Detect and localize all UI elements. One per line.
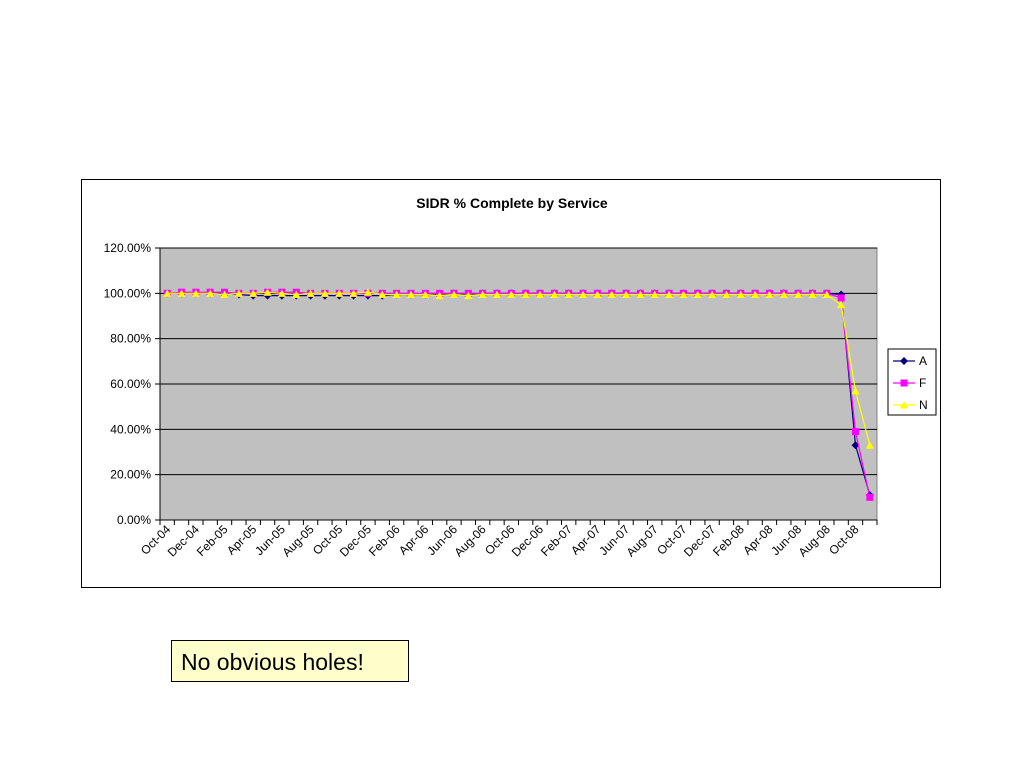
data-point	[851, 386, 860, 395]
x-tick-label: Feb-07	[538, 522, 575, 559]
data-point	[822, 290, 831, 298]
data-point	[263, 288, 272, 296]
data-point	[406, 290, 415, 298]
legend-label: F	[919, 376, 926, 390]
x-tick-label: Apr-05	[224, 522, 260, 558]
data-point	[421, 290, 430, 298]
data-point	[306, 289, 315, 297]
data-point	[478, 290, 487, 298]
x-tick-label: Dec-06	[509, 522, 546, 559]
data-point	[292, 290, 301, 298]
x-tick-label: Feb-05	[194, 522, 231, 559]
data-point	[320, 289, 329, 297]
data-point	[900, 357, 908, 365]
data-point	[363, 288, 372, 296]
data-point	[636, 290, 645, 298]
data-point	[722, 290, 731, 298]
data-point	[191, 289, 200, 297]
x-tick-label: Apr-06	[396, 522, 432, 558]
data-point	[751, 290, 760, 298]
x-tick-label: Dec-04	[165, 522, 202, 559]
data-point	[234, 289, 243, 297]
data-point	[837, 300, 846, 309]
data-point	[900, 401, 908, 409]
data-point	[492, 290, 501, 298]
legend-item-N: N	[893, 398, 928, 412]
data-point	[765, 290, 774, 298]
x-tick-label: Apr-08	[740, 522, 776, 558]
data-point	[665, 290, 674, 298]
data-point	[277, 289, 286, 297]
data-point	[550, 290, 559, 298]
data-point	[464, 291, 473, 300]
data-point	[349, 289, 358, 297]
data-point	[536, 290, 545, 298]
legend-label: A	[919, 354, 927, 368]
callout-text: No obvious holes!	[181, 649, 364, 675]
data-point	[593, 290, 602, 298]
x-tick-label: Aug-07	[624, 522, 661, 559]
series-lines	[163, 288, 874, 501]
data-point	[650, 290, 659, 298]
data-point	[837, 294, 845, 302]
data-point	[622, 290, 631, 298]
data-point	[579, 290, 588, 298]
chart-title: SIDR % Complete by Service	[416, 195, 608, 211]
x-tick-label: Aug-06	[452, 522, 489, 559]
y-tick-label: 0.00%	[117, 513, 151, 527]
data-point	[679, 290, 688, 298]
x-tick-label: Dec-05	[337, 522, 374, 559]
legend: AFN	[887, 348, 937, 416]
callout-box: No obvious holes!	[171, 640, 409, 682]
data-point	[900, 379, 908, 387]
data-point	[507, 290, 516, 298]
data-point	[708, 290, 717, 298]
chart-container: SIDR % Complete by Service 0.00% 20.00% 40…	[81, 179, 941, 588]
data-point	[607, 290, 616, 298]
x-tick-label: Dec-07	[681, 522, 718, 559]
data-point	[435, 291, 444, 300]
y-tick-label: 20.00%	[110, 468, 151, 482]
data-point	[206, 289, 215, 297]
legend-label: N	[919, 398, 928, 412]
legend-item-F: F	[893, 376, 926, 390]
x-tick-label: Oct-08	[826, 522, 862, 558]
data-point	[449, 290, 458, 298]
line-chart: SIDR % Complete by Service 0.00% 20.00% 40…	[104, 195, 937, 559]
y-tick-label: 80.00%	[110, 332, 151, 346]
y-tick-label: 120.00%	[104, 241, 152, 255]
data-point	[177, 289, 186, 297]
data-point	[808, 290, 817, 298]
x-tick-label: Feb-08	[710, 522, 747, 559]
data-point	[378, 290, 387, 298]
legend-item-A: A	[893, 354, 927, 368]
data-point	[564, 290, 573, 298]
series-N	[163, 288, 874, 449]
y-tick-label: 40.00%	[110, 422, 151, 436]
y-tick-label: 60.00%	[110, 377, 151, 391]
data-point	[220, 290, 229, 298]
data-point	[521, 290, 530, 298]
x-tick-label: Aug-08	[796, 522, 833, 559]
data-point	[779, 290, 788, 298]
data-point	[249, 289, 258, 297]
data-point	[794, 290, 803, 298]
legend-box	[887, 348, 937, 416]
data-point	[392, 290, 401, 298]
data-point	[851, 428, 859, 436]
x-tick-label: Aug-05	[279, 522, 316, 559]
series-line	[167, 291, 871, 446]
y-tick-label: 100.00%	[104, 286, 152, 300]
data-point	[163, 289, 172, 297]
x-tick-label: Apr-07	[568, 522, 604, 558]
data-point	[736, 290, 745, 298]
data-point	[693, 290, 702, 298]
data-point	[335, 289, 344, 297]
data-point	[865, 441, 874, 449]
data-point	[866, 493, 874, 501]
x-tick-label: Feb-06	[366, 522, 403, 559]
